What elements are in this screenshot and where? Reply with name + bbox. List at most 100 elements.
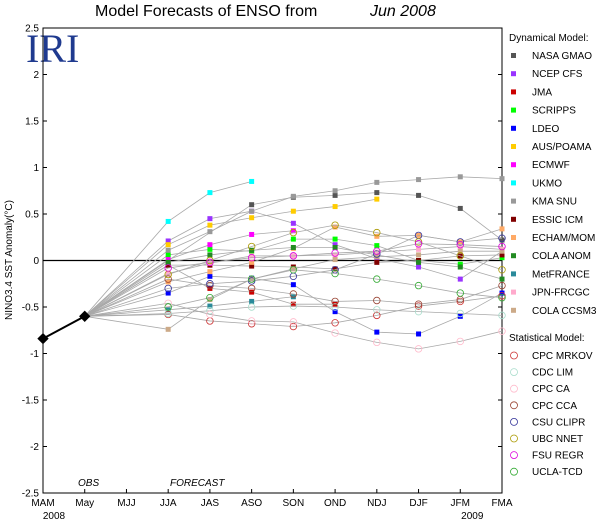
data-point bbox=[290, 294, 296, 300]
iri-logo: IRI bbox=[26, 26, 79, 71]
legend-marker bbox=[511, 216, 516, 222]
data-point bbox=[289, 302, 298, 310]
data-point bbox=[374, 196, 380, 202]
data-point bbox=[457, 264, 463, 270]
data-point bbox=[499, 276, 505, 282]
data-point bbox=[457, 244, 463, 250]
data-point bbox=[165, 218, 171, 224]
legend-label: UCLA-TCD bbox=[532, 467, 583, 478]
data-point bbox=[457, 261, 463, 267]
data-point bbox=[247, 242, 256, 251]
data-point bbox=[247, 275, 256, 283]
data-point bbox=[290, 220, 296, 226]
legend-label: UKMO bbox=[532, 178, 562, 189]
data-point bbox=[416, 252, 422, 258]
data-point bbox=[373, 306, 381, 314]
series-line-cdc-lim bbox=[84, 305, 503, 317]
data-point bbox=[416, 192, 422, 198]
series-line-ncep-cfs bbox=[84, 210, 503, 317]
data-point bbox=[206, 307, 214, 315]
legend-label: UBC NNET bbox=[532, 434, 583, 445]
series-line-cpc-ca bbox=[84, 302, 503, 350]
data-point bbox=[164, 299, 172, 307]
data-point bbox=[456, 240, 464, 249]
data-point bbox=[290, 266, 296, 272]
legend-marker bbox=[510, 351, 518, 360]
data-point bbox=[249, 253, 255, 259]
data-point bbox=[331, 249, 339, 257]
data-point bbox=[498, 234, 506, 242]
data-point bbox=[165, 252, 171, 258]
legend-label: KMA SNU bbox=[532, 197, 577, 208]
y-tick-label: -2 bbox=[30, 442, 39, 453]
legend-marker bbox=[511, 71, 516, 77]
data-point bbox=[289, 252, 298, 260]
legend-label: ECHAM/MOM bbox=[532, 233, 595, 244]
data-point bbox=[290, 208, 296, 214]
data-point bbox=[332, 224, 338, 230]
data-point bbox=[164, 284, 172, 293]
legend-marker bbox=[510, 368, 518, 377]
series-line-kma-snu bbox=[84, 176, 503, 317]
data-point bbox=[165, 326, 171, 332]
legend-marker bbox=[511, 307, 516, 313]
data-point bbox=[456, 309, 464, 318]
data-point bbox=[206, 280, 214, 288]
data-point bbox=[456, 337, 464, 346]
data-point bbox=[457, 276, 463, 282]
y-tick-label: 1 bbox=[33, 163, 39, 174]
data-point bbox=[416, 259, 422, 265]
data-point bbox=[206, 310, 214, 319]
series-line-cola-ccsm3 bbox=[84, 250, 502, 330]
data-point bbox=[457, 313, 463, 319]
data-point bbox=[331, 221, 339, 229]
y-axis-label: NINO3.4 SST Anomaly(°C) bbox=[4, 200, 15, 320]
data-point bbox=[499, 237, 505, 243]
data-point bbox=[207, 260, 213, 266]
data-point bbox=[373, 296, 381, 305]
data-point bbox=[247, 303, 256, 311]
data-point bbox=[373, 338, 381, 347]
data-point bbox=[249, 202, 255, 208]
x-tick-label: OND bbox=[324, 498, 346, 509]
legend-label: CSU CLIPR bbox=[532, 417, 585, 428]
data-point bbox=[289, 290, 298, 298]
series-line-ubc-nnet bbox=[84, 224, 503, 317]
x-tick-label: FMA bbox=[491, 498, 512, 509]
data-point bbox=[499, 226, 505, 232]
data-point bbox=[249, 231, 255, 237]
data-point bbox=[165, 259, 171, 265]
legend-marker bbox=[511, 253, 516, 259]
legend-label: CPC CCA bbox=[532, 401, 577, 412]
data-point bbox=[414, 345, 423, 353]
data-point bbox=[207, 252, 213, 258]
data-point bbox=[249, 208, 255, 214]
legend-label: JMA bbox=[532, 87, 552, 98]
data-point bbox=[414, 281, 423, 290]
data-point bbox=[499, 252, 505, 258]
x-tick-label: May bbox=[75, 498, 94, 509]
data-point bbox=[498, 294, 506, 302]
series-line-ldeo bbox=[84, 275, 503, 335]
data-point bbox=[165, 279, 171, 285]
x-tick-label: JAS bbox=[201, 498, 220, 509]
data-point bbox=[498, 242, 506, 251]
y-tick-label: 1.5 bbox=[25, 117, 39, 128]
data-point bbox=[416, 264, 422, 270]
data-point bbox=[290, 236, 296, 242]
data-point bbox=[207, 303, 213, 309]
data-point bbox=[498, 311, 506, 320]
data-point bbox=[206, 281, 214, 290]
data-point bbox=[165, 238, 171, 244]
series-line-cpc-cca bbox=[84, 278, 503, 317]
legend-label: NCEP CFS bbox=[532, 69, 583, 80]
data-point bbox=[165, 247, 171, 253]
data-point bbox=[373, 250, 381, 258]
forecast-label: FORECAST bbox=[170, 478, 225, 489]
legend-label: AUS/POAMA bbox=[532, 142, 592, 153]
series-line-ukmo bbox=[84, 181, 252, 317]
obs-label: OBS bbox=[78, 478, 99, 489]
data-point bbox=[247, 284, 256, 293]
data-point bbox=[499, 255, 505, 261]
y-tick-label: 0.5 bbox=[25, 210, 39, 221]
